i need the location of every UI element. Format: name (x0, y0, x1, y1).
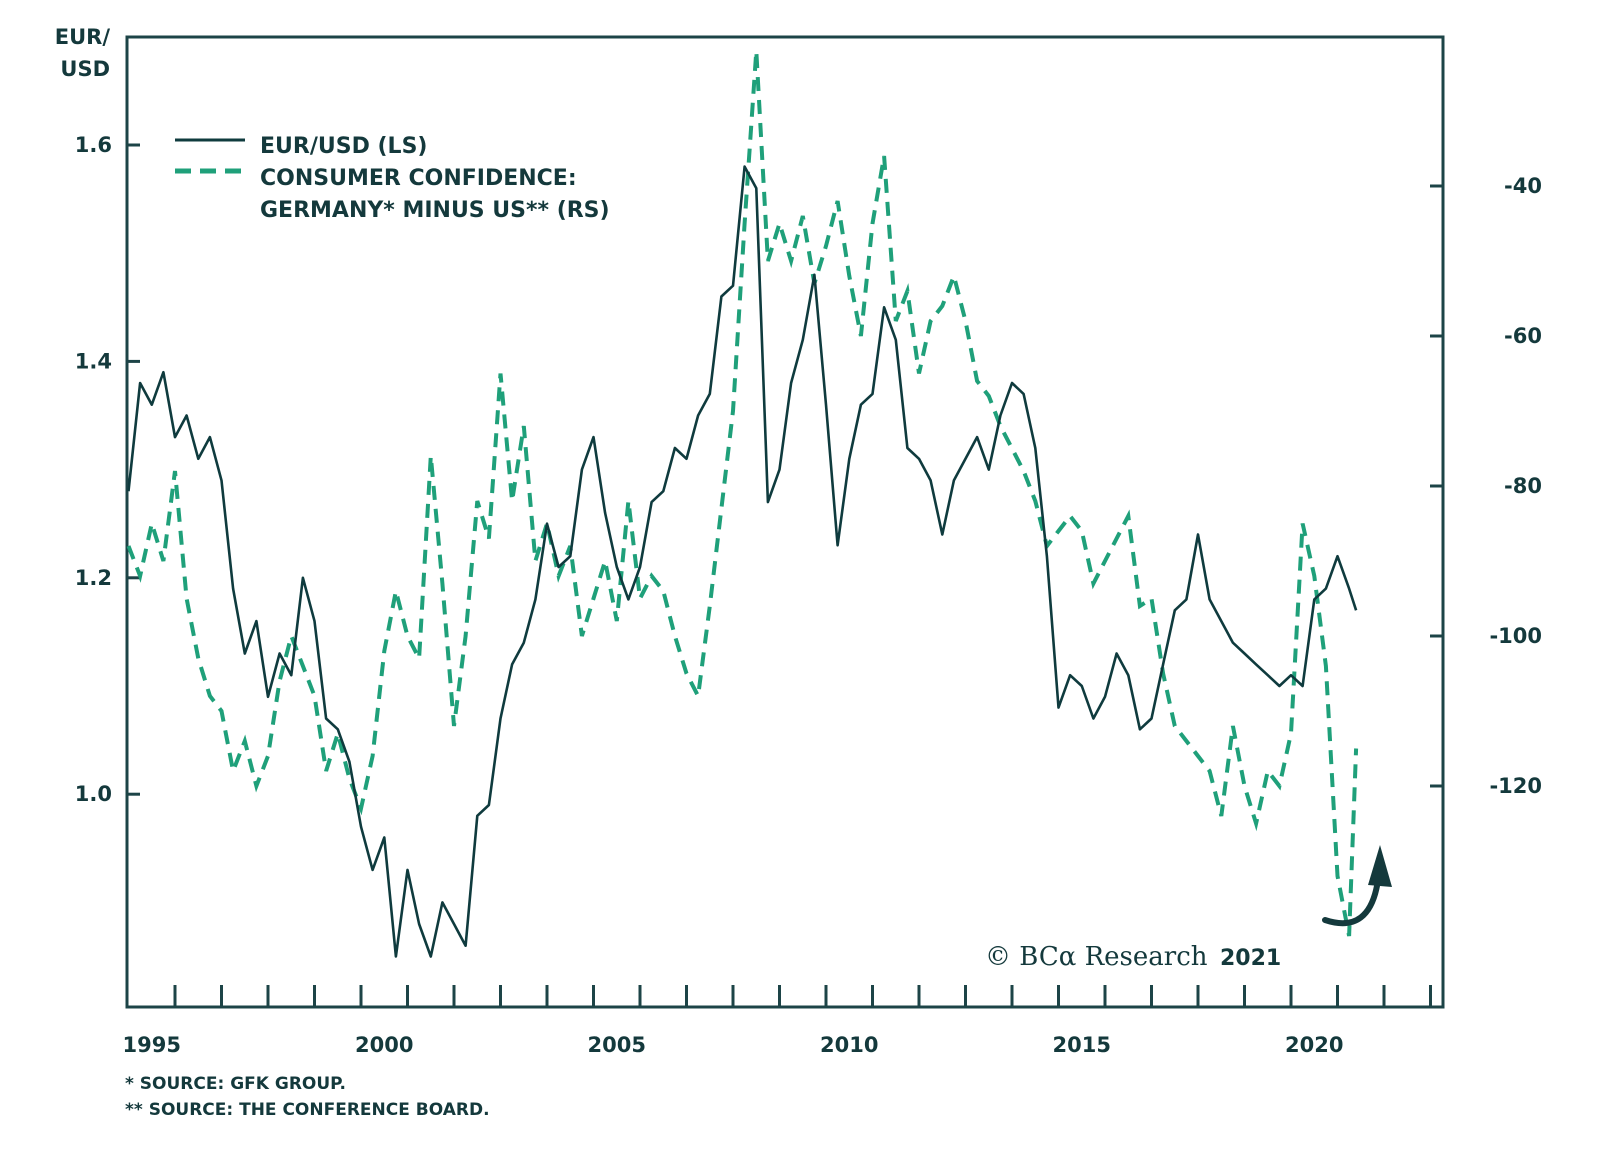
left-axis-tick-label: 1.4 (75, 349, 112, 373)
series-consumer-confidence-line (126, 50, 1359, 937)
right-axis-tick-label: -120 (1489, 774, 1542, 798)
x-axis-tick-label: 2005 (588, 1033, 646, 1057)
copyright-year: 2021 (1220, 946, 1281, 971)
left-axis-title-line1: EUR/ (55, 25, 111, 49)
legend-label-confidence-line1: CONSUMER CONFIDENCE: (260, 166, 577, 191)
right-axis-tick-label: -100 (1489, 624, 1542, 648)
x-axis-tick-label: 2000 (355, 1033, 413, 1057)
copyright-brand: © BCα Research (985, 942, 1208, 972)
plot-frame (125, 35, 1445, 1009)
footnote-1: * SOURCE: GFK GROUP. (125, 1074, 346, 1094)
copyright: © BCα Research 2021 (985, 942, 1281, 972)
right-axis-tick-label: -60 (1504, 324, 1542, 348)
left-axis-title-line2: USD (60, 57, 110, 81)
footnote-2: ** SOURCE: THE CONFERENCE BOARD. (125, 1100, 490, 1120)
x-axis-tick-label: 2010 (820, 1033, 878, 1057)
legend-label-confidence-line2: GERMANY* MINUS US** (RS) (260, 198, 610, 223)
left-axis-tick-label: 1.6 (75, 133, 112, 157)
legend: EUR/USD (LS) CONSUMER CONFIDENCE: GERMAN… (175, 134, 610, 223)
x-axis-tick-label: 2020 (1285, 1033, 1343, 1057)
series-eurusd-line (127, 165, 1358, 958)
legend-label-eurusd: EUR/USD (LS) (260, 134, 427, 159)
right-axis-tick-label: -80 (1504, 474, 1542, 498)
left-axis-tick-label: 1.0 (75, 782, 112, 806)
x-axis-tick-label: 1995 (123, 1033, 181, 1057)
annotation-arrow-icon (1322, 845, 1392, 927)
right-axis-tick-label: -40 (1504, 174, 1542, 198)
left-axis-tick-label: 1.2 (75, 566, 112, 590)
x-axis-tick-label: 2015 (1053, 1033, 1111, 1057)
